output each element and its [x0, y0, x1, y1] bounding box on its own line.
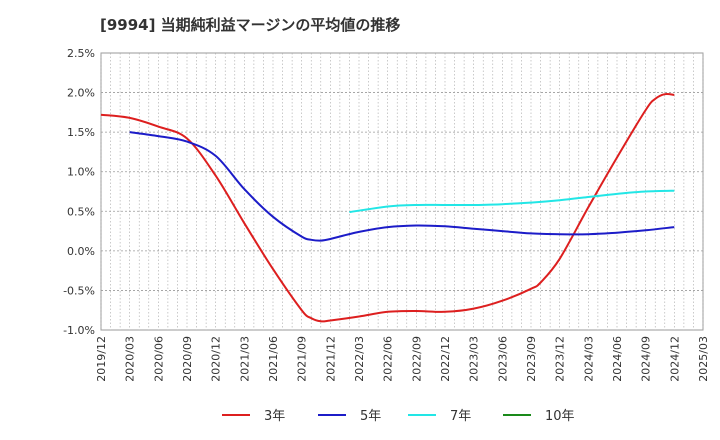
y-tick-label: 1.5%	[67, 126, 95, 139]
y-tick-label: -1.0%	[63, 324, 95, 337]
legend-label-3: 7年	[450, 409, 471, 424]
x-tick-label: 2020/03	[124, 336, 137, 382]
legend-label-2: 5年	[360, 409, 381, 424]
x-tick-label: 2020/06	[152, 336, 165, 382]
x-tick-label: 2024/03	[582, 336, 595, 382]
x-tick-label: 2022/12	[439, 336, 452, 382]
x-tick-label: 2022/06	[382, 336, 395, 382]
x-tick-label: 2019/12	[95, 336, 108, 382]
x-tick-label: 2021/09	[296, 336, 309, 382]
x-tick-label: 2021/03	[238, 336, 251, 382]
chart-title: [9994] 当期純利益マージンの平均値の推移	[100, 16, 401, 34]
x-tick-label: 2023/12	[554, 336, 567, 382]
x-tick-label: 2023/03	[468, 336, 481, 382]
grid	[100, 52, 704, 331]
y-tick-label: 1.0%	[67, 166, 95, 179]
legend-label-4: 10年	[545, 409, 575, 424]
series-line-1	[100, 93, 675, 323]
x-tick-label: 2021/12	[324, 336, 337, 382]
legend: 3年 5年 7年 10年	[222, 409, 575, 424]
x-axis: 2019/12 2020/03 2020/06 2020/09 2020/12 2021/…	[95, 336, 710, 382]
plot-area	[100, 52, 704, 331]
x-tick-label: 2023/06	[496, 336, 509, 382]
x-tick-label: 2021/06	[267, 336, 280, 382]
x-tick-label: 2020/12	[210, 336, 223, 382]
x-tick-label: 2023/09	[525, 336, 538, 382]
x-tick-label: 2024/12	[668, 336, 681, 382]
x-tick-label: 2022/03	[353, 336, 366, 382]
y-axis: 2.5% 2.0% 1.5% 1.0% 0.5% 0.0% -0.5% -1.0%	[63, 47, 95, 337]
y-tick-label: 2.5%	[67, 47, 95, 60]
y-tick-label: 2.0%	[67, 87, 95, 100]
y-tick-label: 0.0%	[67, 245, 95, 258]
y-tick-label: -0.5%	[63, 284, 95, 297]
x-tick-label: 2024/06	[611, 336, 624, 382]
legend-label-1: 3年	[264, 409, 285, 424]
x-tick-label: 2025/03	[697, 336, 710, 382]
x-tick-label: 2020/09	[181, 336, 194, 382]
x-tick-label: 2022/09	[410, 336, 423, 382]
series-line-3	[349, 189, 675, 214]
y-tick-label: 0.5%	[67, 205, 95, 218]
series-line-2	[129, 131, 675, 242]
series-lines	[100, 93, 675, 323]
x-tick-label: 2024/09	[640, 336, 653, 382]
